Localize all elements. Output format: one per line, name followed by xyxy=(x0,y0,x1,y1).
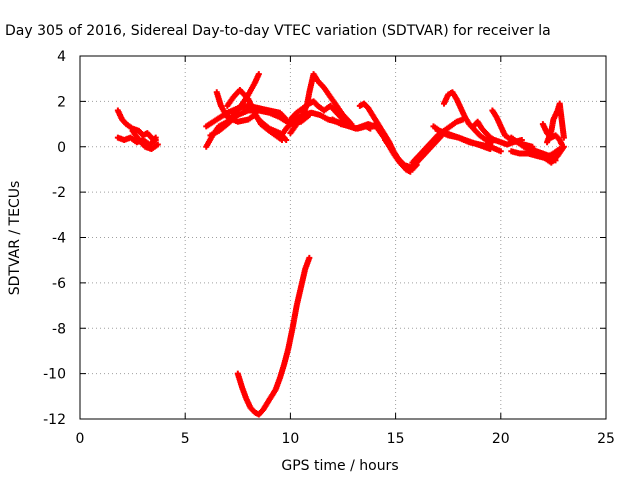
y-tick-label: -12 xyxy=(43,412,66,428)
y-tick-label: 4 xyxy=(57,49,66,65)
y-tick-label: 0 xyxy=(57,140,66,156)
series-trace xyxy=(535,143,567,166)
y-tick-label: 2 xyxy=(57,94,66,110)
data-point-marker xyxy=(560,134,567,141)
y-tick-label: -6 xyxy=(52,276,66,292)
series-trace xyxy=(434,127,504,155)
series-trace xyxy=(129,127,161,153)
y-tick-label: -4 xyxy=(52,231,66,247)
series-trace xyxy=(224,87,285,143)
x-axis-label: GPS time / hours xyxy=(281,458,398,474)
x-tick-label: 5 xyxy=(181,431,190,447)
y-tick-label: -10 xyxy=(43,367,66,383)
data-point-marker xyxy=(558,141,565,148)
series-trace xyxy=(234,254,313,418)
chart-title: Day 305 of 2016, Sidereal Day-to-day VTE… xyxy=(5,23,551,39)
axis-ticks: 0 5 10 15 20 25 -12 -10 -8 -6 -4 -2 0 2 4 xyxy=(43,49,615,447)
y-tick-label: -8 xyxy=(52,321,66,337)
data-point-marker xyxy=(152,136,159,143)
x-tick-label: 0 xyxy=(76,431,85,447)
data-point-marker xyxy=(255,71,262,78)
series-trace xyxy=(544,100,567,146)
data-point-marker xyxy=(367,125,374,132)
y-tick-label: -2 xyxy=(52,185,66,201)
data-point-marker xyxy=(154,141,161,148)
x-tick-label: 15 xyxy=(387,431,405,447)
x-tick-label: 20 xyxy=(492,431,510,447)
series-trace xyxy=(329,116,374,132)
data-point-marker xyxy=(306,254,313,261)
y-axis-label: SDTVAR / TECUs xyxy=(7,181,23,296)
data-points xyxy=(114,71,567,418)
series-trace xyxy=(440,89,496,146)
x-tick-label: 10 xyxy=(281,431,299,447)
x-tick-label: 25 xyxy=(597,431,615,447)
data-point-marker xyxy=(497,148,504,155)
